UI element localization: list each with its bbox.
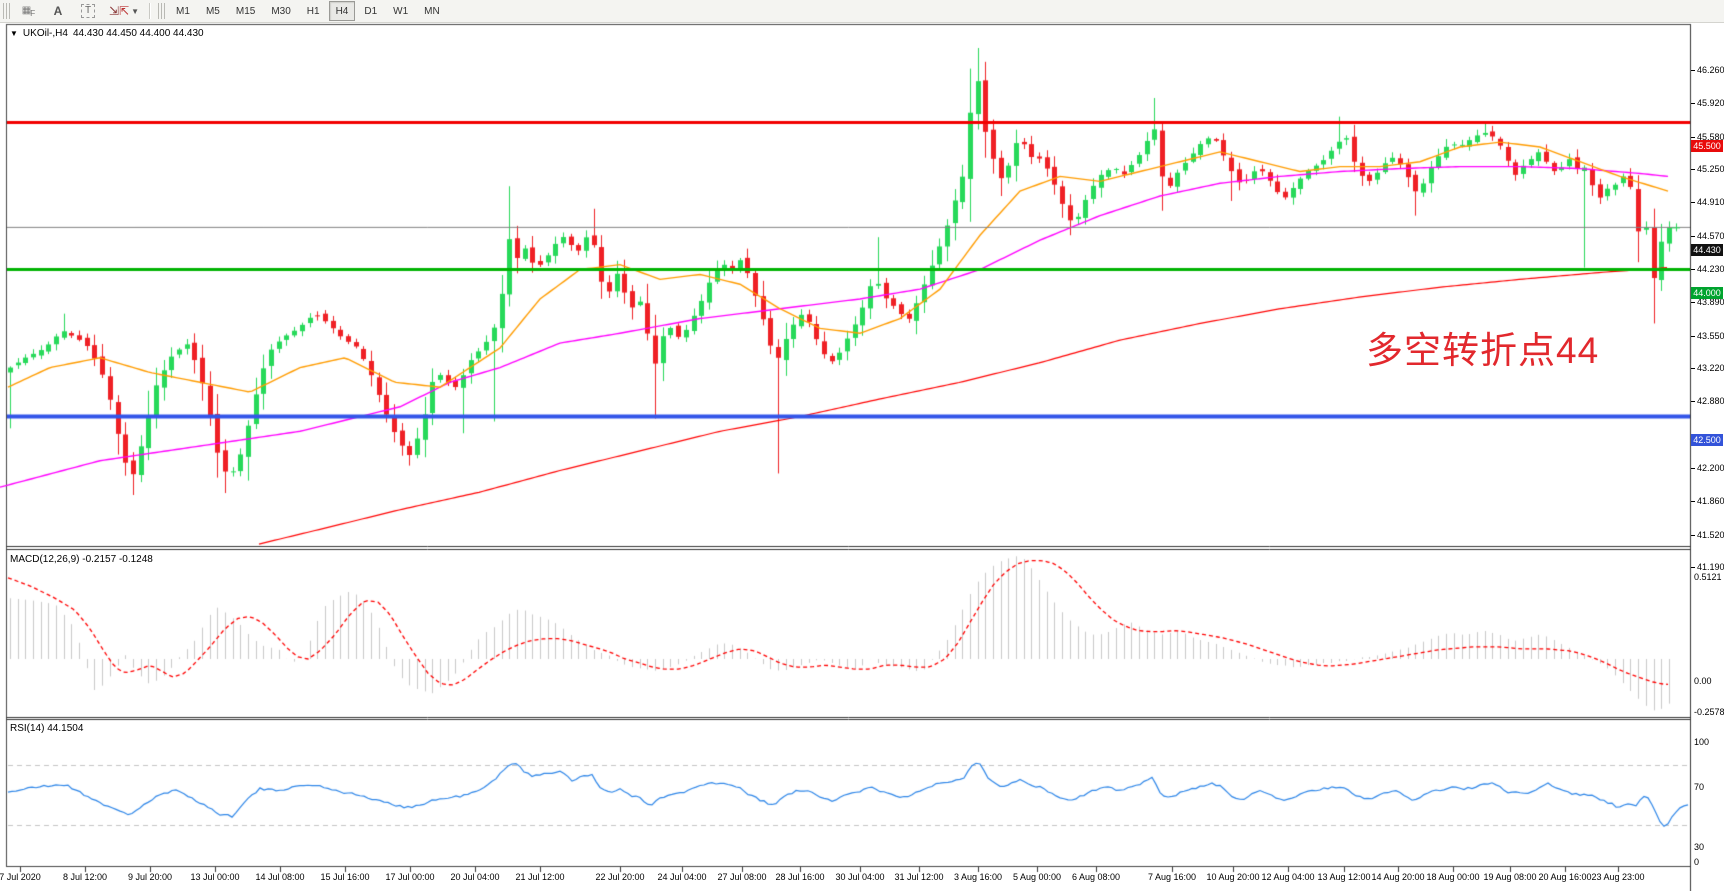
time-axis-label: 23 Aug 23:00 bbox=[1591, 872, 1645, 882]
timeframe-button-M1[interactable]: M1 bbox=[176, 5, 190, 17]
chart-title: ▼ UKOil-,H4 44.430 44.450 44.400 44.430 bbox=[10, 28, 204, 39]
timeframe-button-M15[interactable]: M15 bbox=[235, 5, 256, 17]
top-toolbar: ▦F A T ⇲⇱ ▼ M1 M5 M15 M30 H1 H4 D1 W1 MN bbox=[0, 0, 1724, 23]
time-axis-label: 27 Jul 08:00 bbox=[717, 872, 767, 882]
price-tick-label: 44.570 bbox=[1691, 230, 1724, 241]
time-axis-label: 7 Aug 16:00 bbox=[1147, 872, 1197, 882]
timeframe-button-W1[interactable]: W1 bbox=[393, 5, 409, 17]
time-axis-label: 8 Jul 12:00 bbox=[62, 872, 108, 882]
price-badge-45.500: 45.500 bbox=[1691, 139, 1723, 152]
font-tool-icon[interactable]: A bbox=[53, 4, 63, 18]
price-tick-label: 46.260 bbox=[1691, 65, 1724, 75]
rsi-scale-label: 70 bbox=[1694, 782, 1705, 792]
macd-scale-label: 0.5121 bbox=[1694, 572, 1722, 583]
price-tick-label: 42.880 bbox=[1691, 396, 1724, 407]
ohlc-quotes: 44.430 44.450 44.400 44.430 bbox=[72, 28, 204, 39]
dropdown-caret-icon[interactable]: ▼ bbox=[131, 6, 140, 16]
toolbar-separator bbox=[149, 3, 152, 19]
price-badge-42.500: 42.500 bbox=[1691, 433, 1723, 446]
macd-indicator-label: MACD(12,26,9) -0.2157 -0.1248 bbox=[10, 554, 153, 565]
time-axis-label: 13 Aug 12:00 bbox=[1317, 872, 1371, 882]
rsi-indicator-label: RSI(14) 44.1504 bbox=[10, 723, 84, 734]
timeframe-bar: M1 M5 M15 M30 H1 H4 D1 W1 MN bbox=[168, 1, 448, 21]
price-tick-label: 41.190 bbox=[1691, 562, 1724, 572]
time-axis-label: 14 Jul 08:00 bbox=[255, 872, 305, 882]
price-tick-label: 44.910 bbox=[1691, 197, 1724, 208]
time-axis-label: 13 Jul 00:00 bbox=[190, 872, 240, 882]
price-tick-label: 45.250 bbox=[1691, 164, 1724, 174]
symbol-period-label: UKOil-,H4 bbox=[22, 28, 68, 39]
price-tick-label: 43.220 bbox=[1691, 363, 1724, 373]
time-axis-label: 10 Aug 20:00 bbox=[1206, 872, 1260, 882]
timeframe-button-M5[interactable]: M5 bbox=[205, 5, 220, 17]
drawing-tools-icon[interactable]: ⇲⇱ ▼ bbox=[109, 4, 140, 18]
rsi-scale-label: 100 bbox=[1694, 737, 1710, 747]
chart-text-annotation: 多空转折点44 bbox=[1366, 330, 1600, 371]
time-axis-label: 14 Aug 20:00 bbox=[1371, 872, 1425, 882]
time-axis-label: 18 Aug 00:00 bbox=[1426, 872, 1480, 882]
timeframe-button-MN[interactable]: MN bbox=[424, 5, 440, 17]
time-axis-label: 7 Jul 2020 bbox=[0, 872, 41, 882]
price-tick-label: 43.890 bbox=[1691, 297, 1724, 308]
macd-scale-label: -0.2578 bbox=[1694, 707, 1724, 717]
rsi-scale-label: 30 bbox=[1694, 842, 1705, 852]
timeframe-toolbar-handle[interactable] bbox=[158, 3, 166, 19]
time-axis-label: 6 Aug 08:00 bbox=[1071, 872, 1121, 882]
time-axis-label: 12 Aug 04:00 bbox=[1261, 872, 1315, 882]
price-tick-label: 43.550 bbox=[1691, 330, 1724, 341]
price-badge-44.430: 44.430 bbox=[1691, 244, 1723, 257]
price-tick-label: 44.230 bbox=[1691, 264, 1724, 274]
collapse-triangle-icon[interactable]: ▼ bbox=[10, 29, 18, 38]
price-badge-44.000: 44.000 bbox=[1691, 286, 1723, 299]
time-axis-label: 22 Jul 20:00 bbox=[595, 872, 645, 882]
macd-scale-label: 0.00 bbox=[1694, 676, 1712, 686]
time-axis-label: 9 Jul 20:00 bbox=[127, 872, 173, 882]
timeframe-button-D1[interactable]: D1 bbox=[364, 5, 378, 17]
time-axis-label: 5 Aug 00:00 bbox=[1012, 872, 1062, 882]
time-axis-label: 30 Jul 04:00 bbox=[835, 872, 885, 882]
time-axis-label: 20 Jul 04:00 bbox=[450, 872, 500, 882]
price-tick-label: 45.920 bbox=[1691, 98, 1724, 109]
time-axis-label: 15 Jul 16:00 bbox=[320, 872, 370, 882]
timeframe-button-H4[interactable]: H4 bbox=[328, 1, 356, 21]
price-tick-label: 41.520 bbox=[1691, 529, 1724, 540]
rsi-scale-label: 0 bbox=[1694, 857, 1700, 867]
time-axis-label: 17 Jul 00:00 bbox=[385, 872, 435, 882]
toolbar-drag-handle[interactable] bbox=[3, 3, 10, 19]
price-tick-label: 41.860 bbox=[1691, 496, 1724, 507]
templates-grid-icon[interactable]: ▦F bbox=[21, 4, 36, 18]
price-tick-label: 45.580 bbox=[1691, 131, 1724, 142]
timeframe-button-M30[interactable]: M30 bbox=[271, 5, 291, 17]
time-axis-label: 20 Aug 16:00 bbox=[1538, 872, 1592, 882]
text-label-tool-icon[interactable]: T bbox=[74, 1, 102, 21]
time-axis-label: 31 Jul 12:00 bbox=[894, 872, 944, 882]
time-axis-label: 28 Jul 16:00 bbox=[775, 872, 825, 882]
time-axis-label: 19 Aug 08:00 bbox=[1483, 872, 1537, 882]
chart-window: ▼ UKOil-,H4 44.430 44.450 44.400 44.430 … bbox=[0, 23, 1724, 891]
chart-canvas[interactable] bbox=[0, 23, 1724, 891]
time-axis-label: 24 Jul 04:00 bbox=[657, 872, 707, 882]
price-tick-label: 42.200 bbox=[1691, 463, 1724, 473]
timeframe-button-H1[interactable]: H1 bbox=[306, 5, 320, 17]
time-axis-label: 21 Jul 12:00 bbox=[515, 872, 565, 882]
time-axis-label: 3 Aug 16:00 bbox=[953, 872, 1003, 882]
